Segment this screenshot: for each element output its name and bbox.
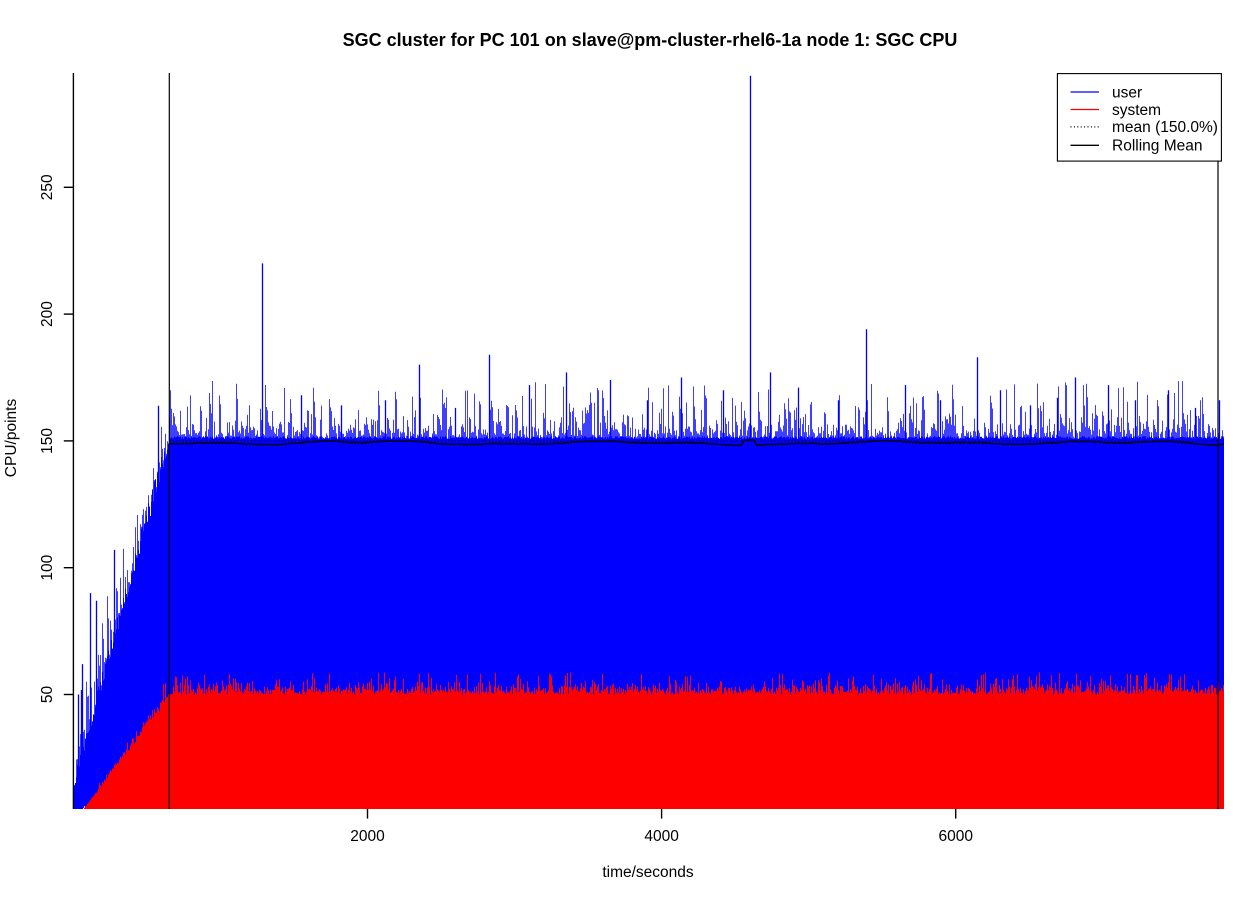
svg-text:user: user [1112,84,1142,101]
svg-text:100: 100 [39,554,56,580]
svg-text:50: 50 [39,686,56,704]
svg-text:system: system [1112,102,1161,119]
svg-text:2000: 2000 [350,828,385,845]
svg-text:200: 200 [39,301,56,327]
svg-text:CPU/points: CPU/points [3,399,20,478]
svg-text:250: 250 [39,174,56,200]
svg-text:mean (150.0%): mean (150.0%) [1112,119,1218,136]
svg-text:SGC cluster for PC 101 on slav: SGC cluster for PC 101 on slave@pm-clust… [343,30,958,50]
svg-text:Rolling Mean: Rolling Mean [1112,138,1202,155]
svg-text:150: 150 [39,428,56,454]
svg-text:4000: 4000 [644,828,679,845]
svg-text:time/seconds: time/seconds [602,864,694,881]
svg-text:6000: 6000 [938,828,973,845]
